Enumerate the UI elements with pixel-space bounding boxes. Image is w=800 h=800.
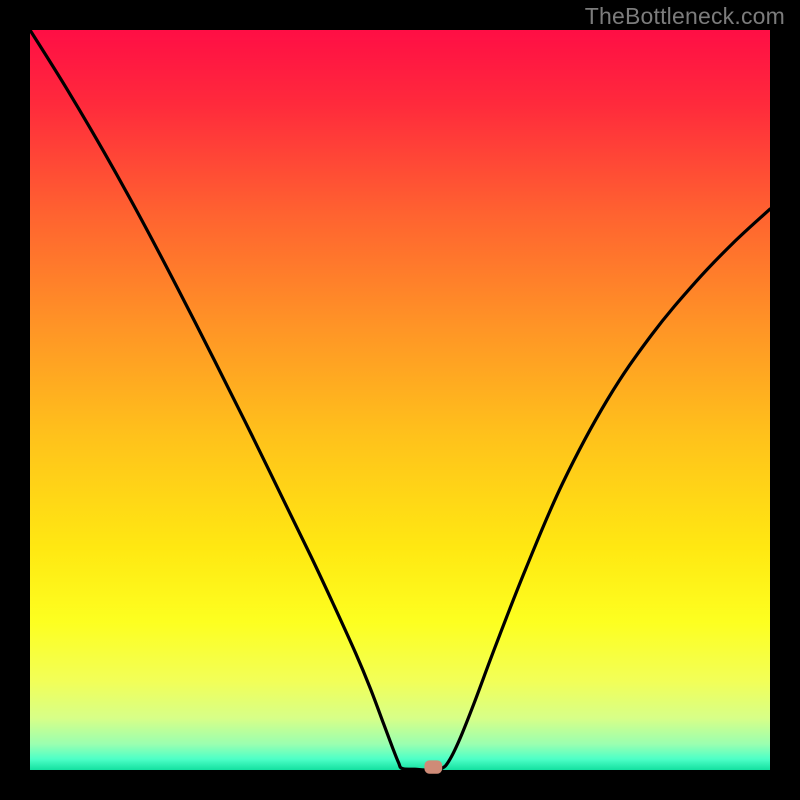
optimal-point-marker xyxy=(424,760,442,773)
chart-canvas: TheBottleneck.com xyxy=(0,0,800,800)
watermark-label: TheBottleneck.com xyxy=(585,3,785,30)
plot-background xyxy=(30,30,770,770)
bottleneck-chart xyxy=(0,0,800,800)
